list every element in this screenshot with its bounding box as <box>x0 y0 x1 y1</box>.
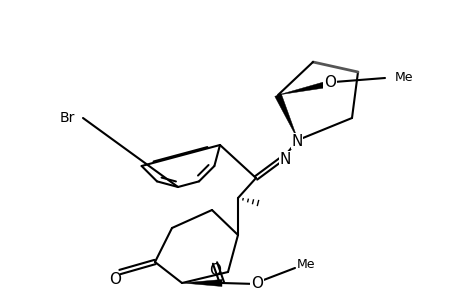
Polygon shape <box>182 280 222 286</box>
Text: N: N <box>279 152 290 166</box>
Text: Me: Me <box>297 259 315 272</box>
Polygon shape <box>277 82 324 95</box>
Text: O: O <box>109 272 121 287</box>
Text: O: O <box>208 263 220 278</box>
Text: N: N <box>291 134 302 148</box>
Text: O: O <box>323 74 335 89</box>
Text: Me: Me <box>394 70 413 83</box>
Polygon shape <box>274 94 297 140</box>
Text: O: O <box>251 277 263 292</box>
Text: Br: Br <box>60 111 75 125</box>
